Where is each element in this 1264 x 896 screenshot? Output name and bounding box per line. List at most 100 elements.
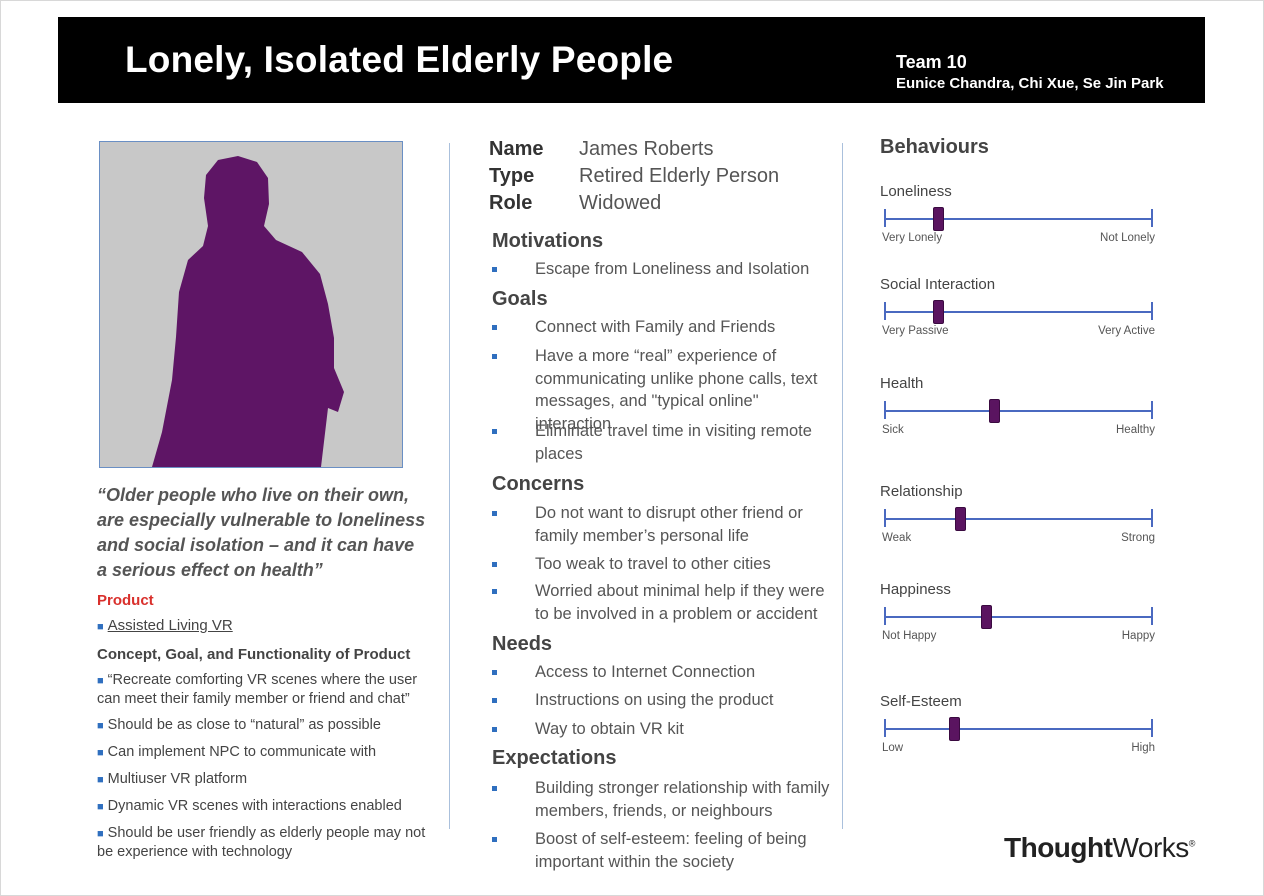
slider-cap-left <box>884 719 886 737</box>
goals-heading: Goals <box>492 288 548 310</box>
slider-thumb[interactable] <box>954 507 966 531</box>
slider-cap-left <box>884 607 886 625</box>
concept-heading: Concept, Goal, and Functionality of Prod… <box>97 646 411 663</box>
needs-heading: Needs <box>492 633 553 655</box>
bullet-icon <box>492 589 497 594</box>
bullet-icon <box>492 837 497 842</box>
motivations-heading: Motivations <box>492 230 604 252</box>
slider-thumb[interactable] <box>933 207 945 231</box>
persona-quote: “Older people who live on their own, are… <box>97 485 426 580</box>
list-item: Connect with Family and Friends <box>492 316 837 340</box>
slider-low-label: Sick <box>882 424 904 436</box>
concept-list: ■ “Recreate comforting VR scenes where th… <box>97 671 427 869</box>
list-item: Access to Internet Connection <box>492 661 837 685</box>
bullet-icon <box>492 325 497 330</box>
list-item: ■ “Recreate comforting VR scenes where th… <box>97 672 418 707</box>
list-item: Way to obtain VR kit <box>492 718 837 742</box>
list-item: ■ Can implement NPC to communicate with <box>97 744 377 760</box>
team-name: Team 10 <box>896 52 967 72</box>
slider-cap-right <box>1151 509 1153 527</box>
expectations-heading: Expectations <box>492 747 617 769</box>
persona-type: Retired Elderly Person <box>579 165 780 187</box>
bullet-icon: ■ <box>97 720 104 732</box>
bullet-icon: ■ <box>97 747 104 759</box>
slider-high-label: Strong <box>1121 532 1155 544</box>
slider-cap-left <box>884 209 886 227</box>
list-item: Escape from Loneliness and Isolation <box>492 258 837 282</box>
bullet-icon <box>492 429 497 434</box>
list-item: Have a more “real” experience of communi… <box>492 345 837 433</box>
slider-thumb[interactable] <box>989 399 1001 423</box>
role-row: Role Widowed <box>489 192 662 214</box>
slider-track <box>884 728 1152 730</box>
behaviour-slider-relationship: Relationship Weak Strong <box>880 483 1155 553</box>
bullet-icon <box>492 354 497 359</box>
behaviour-slider-loneliness: Loneliness Very Lonely Not Lonely <box>880 183 1155 253</box>
slider-low-label: Not Happy <box>882 630 937 642</box>
slider-track <box>884 410 1152 412</box>
behaviour-slider-happiness: Happiness Not Happy Happy <box>880 581 1155 651</box>
bullet-icon: ■ <box>97 621 104 633</box>
name-row: Name James Roberts <box>489 138 714 160</box>
slider-label: Loneliness <box>880 183 952 200</box>
slider-low-label: Weak <box>882 532 912 544</box>
bullet-icon <box>492 786 497 791</box>
bullet-icon: ■ <box>97 828 104 840</box>
slider-thumb[interactable] <box>949 717 961 741</box>
persona-role: Widowed <box>579 192 662 214</box>
product-name-link[interactable]: Assisted Living VR <box>107 617 233 634</box>
title-banner: Lonely, Isolated Elderly People Team 10 … <box>58 17 1205 103</box>
behaviour-slider-self-esteem: Self-Esteem Low High <box>880 693 1155 763</box>
slider-low-label: Very Lonely <box>882 232 943 244</box>
slider-low-label: Very Passive <box>882 325 949 337</box>
bullet-icon <box>492 511 497 516</box>
slider-track <box>884 218 1152 220</box>
slider-high-label: Healthy <box>1116 424 1155 436</box>
slider-cap-right <box>1151 209 1153 227</box>
type-row: Type Retired Elderly Person <box>489 165 780 187</box>
persona-name: James Roberts <box>579 138 714 160</box>
team-members: Eunice Chandra, Chi Xue, Se Jin Park <box>896 75 1164 92</box>
thoughtworks-logo: ThoughtWorks® <box>1004 832 1195 863</box>
product-item: ■ Assisted Living VR <box>97 617 233 634</box>
list-item: ■ Dynamic VR scenes with interactions ena… <box>97 798 402 814</box>
bullet-icon <box>492 267 497 272</box>
persona-info: Name James Roberts Type Retired Elderly Pe… <box>489 136 779 217</box>
list-item: Eliminate travel time in visiting remote… <box>492 420 837 466</box>
slider-label: Happiness <box>880 581 951 598</box>
slide-title: Lonely, Isolated Elderly People <box>125 39 674 80</box>
slider-label: Relationship <box>880 483 963 500</box>
slider-thumb[interactable] <box>981 605 993 629</box>
list-item: Instructions on using the product <box>492 689 837 713</box>
slider-track <box>884 518 1152 520</box>
slider-track <box>884 616 1152 618</box>
list-item: ■ Multiuser VR platform <box>97 771 248 787</box>
slider-cap-left <box>884 509 886 527</box>
slider-cap-right <box>1151 401 1153 419</box>
persona-photo <box>99 141 403 468</box>
list-item: Do not want to disrupt other friend or f… <box>492 502 837 548</box>
list-item: Too weak to travel to other cities <box>492 553 837 577</box>
behaviour-slider-social-interaction: Social Interaction Very Passive Very Activ… <box>880 276 1155 346</box>
slider-high-label: Not Lonely <box>1100 232 1155 244</box>
bullet-icon <box>492 698 497 703</box>
slider-cap-left <box>884 401 886 419</box>
list-item: Worried about minimal help if they were … <box>492 580 837 626</box>
person-silhouette-icon <box>152 156 344 467</box>
slider-label: Self-Esteem <box>880 693 962 710</box>
slider-high-label: Happy <box>1121 630 1155 642</box>
list-item: Boost of self-esteem: feeling of being i… <box>492 828 837 874</box>
column-divider <box>842 143 843 829</box>
bullet-icon <box>492 562 497 567</box>
slider-thumb[interactable] <box>933 300 945 324</box>
bullet-icon <box>492 727 497 732</box>
bullet-icon: ■ <box>97 675 104 687</box>
slider-cap-left <box>884 302 886 320</box>
column-divider <box>449 143 450 829</box>
bullet-icon: ■ <box>97 801 104 813</box>
slider-cap-right <box>1151 302 1153 320</box>
slider-label: Health <box>880 375 924 392</box>
bullet-icon <box>492 670 497 675</box>
slider-high-label: Very Active <box>1098 325 1155 337</box>
slider-low-label: Low <box>882 742 904 754</box>
